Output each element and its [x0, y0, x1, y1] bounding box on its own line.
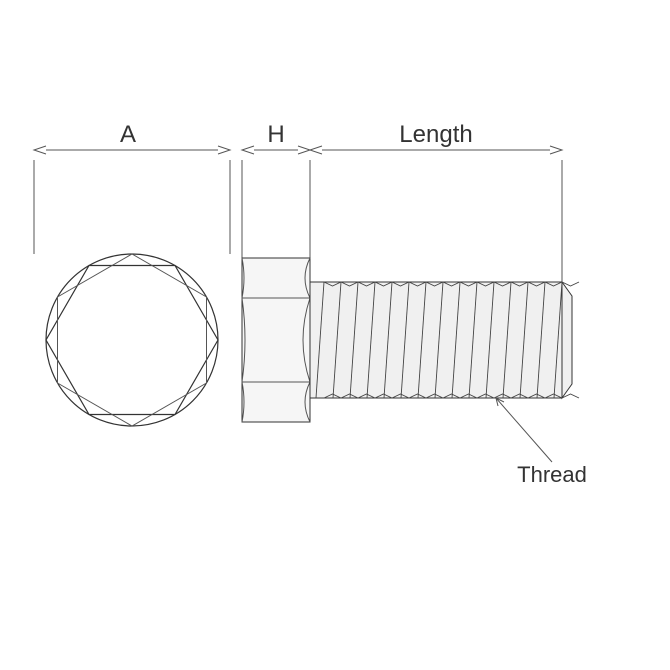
annotation-thread: Thread — [496, 398, 587, 487]
dimension-H-label: H — [267, 121, 284, 148]
bolt-technical-drawing: A H Length — [0, 0, 670, 670]
dimension-A-label: A — [120, 121, 136, 148]
dimension-A: A — [34, 121, 230, 254]
front-view-hex-head — [46, 254, 218, 426]
annotation-thread-label: Thread — [517, 462, 587, 487]
side-view-threaded-shaft — [310, 282, 579, 398]
dimension-H: H — [242, 121, 310, 258]
dimension-Length: Length — [310, 121, 562, 282]
dimension-Length-label: Length — [399, 121, 472, 148]
side-view-hex-head — [242, 258, 310, 422]
